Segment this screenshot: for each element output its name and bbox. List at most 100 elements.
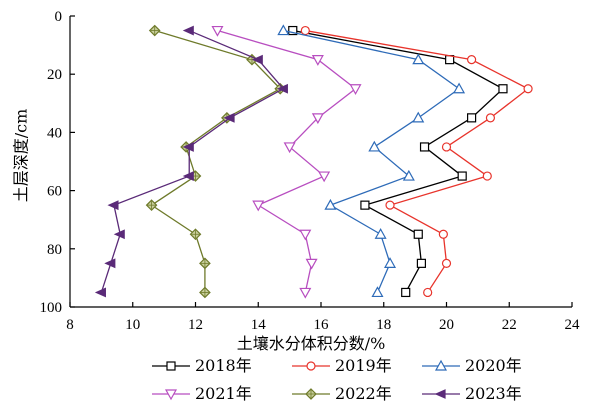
- x-tick-label: 10: [125, 317, 140, 333]
- data-point: [438, 229, 448, 239]
- data-point: [299, 287, 312, 299]
- series-line: [305, 29, 530, 293]
- series-0: [288, 25, 508, 298]
- data-point: [199, 257, 211, 270]
- data-point: [413, 229, 423, 239]
- x-axis-ticks: 8 10 12 14 16 18 20 22 24: [66, 302, 580, 333]
- data-point: [104, 258, 116, 269]
- legend-marker: [306, 361, 316, 371]
- legend: 2018年 2019年 2020年 2021年 2022年 2023年: [152, 356, 522, 403]
- data-point: [416, 258, 426, 268]
- legend-item: 2023年: [422, 384, 522, 403]
- data-point: [189, 228, 202, 241]
- x-tick-label: 12: [188, 317, 203, 333]
- data-point: [300, 25, 310, 36]
- data-point: [299, 229, 312, 241]
- data-point: [113, 229, 125, 240]
- data-point: [182, 171, 194, 181]
- y-tick-label: 20: [47, 67, 62, 83]
- data-point: [182, 25, 194, 36]
- data-point: [402, 169, 415, 181]
- x-tick-label: 18: [376, 317, 391, 333]
- legend-label: 2018年: [195, 356, 252, 375]
- y-tick-label: 100: [40, 300, 63, 316]
- data-point: [107, 200, 119, 211]
- data-point: [199, 286, 211, 299]
- data-point: [211, 25, 224, 37]
- legend-label: 2019年: [335, 356, 392, 375]
- x-axis-title: 土壤水分体积分数/%: [237, 334, 386, 353]
- legend-item: 2020年: [422, 356, 522, 375]
- series-line: [217, 29, 357, 293]
- y-axis-ticks: 0 20 40 60 80 100: [40, 9, 75, 316]
- data-point: [324, 198, 337, 210]
- data-point: [485, 113, 496, 123]
- legend-label: 2021年: [195, 384, 252, 403]
- data-point: [441, 258, 452, 268]
- legend-item: 2019年: [292, 356, 392, 375]
- x-tick-label: 22: [502, 317, 517, 333]
- y-tick-label: 60: [47, 184, 62, 200]
- series-line: [100, 29, 285, 293]
- data-point: [457, 171, 467, 181]
- legend-item: 2021年: [152, 384, 252, 403]
- series-line: [283, 29, 461, 293]
- data-point: [441, 142, 452, 152]
- plot-area: 8 10 12 14 16 18 20 22 24 0 20 40 60 80 100: [40, 9, 581, 333]
- data-point: [182, 142, 194, 152]
- data-point: [482, 171, 492, 181]
- data-point: [251, 54, 263, 65]
- data-point: [467, 113, 477, 123]
- data-point: [145, 199, 158, 211]
- data-point: [349, 84, 362, 95]
- series-line: [292, 29, 505, 293]
- y-tick-label: 40: [47, 125, 62, 141]
- data-point: [412, 53, 425, 65]
- legend-marker: [164, 389, 178, 401]
- series-2: [277, 24, 466, 298]
- x-tick-label: 24: [565, 317, 581, 333]
- legend-marker: [434, 359, 448, 371]
- series-1: [300, 25, 533, 298]
- legend-item: 2022年: [292, 384, 392, 403]
- data-point: [277, 24, 290, 36]
- data-point: [223, 112, 235, 123]
- series-3: [211, 25, 362, 299]
- legend-marker: [166, 361, 176, 371]
- data-point: [94, 287, 106, 298]
- data-point: [311, 113, 324, 125]
- data-point: [252, 200, 265, 212]
- y-tick-label: 80: [47, 242, 62, 258]
- legend-marker: [305, 388, 317, 400]
- data-point: [368, 140, 381, 152]
- data-point: [423, 287, 433, 298]
- data-point: [311, 55, 324, 66]
- data-point: [498, 84, 508, 94]
- legend-marker: [434, 389, 446, 399]
- data-point: [467, 55, 477, 65]
- data-point: [384, 257, 397, 268]
- data-point: [412, 111, 425, 123]
- data-point: [374, 228, 387, 239]
- series-5: [94, 25, 288, 298]
- y-axis-title: 土层深度/cm: [12, 109, 31, 203]
- series-line: [150, 29, 282, 293]
- x-tick-label: 8: [66, 317, 74, 333]
- series-layer: [94, 24, 533, 299]
- data-point: [401, 287, 411, 298]
- legend-label: 2020年: [465, 356, 522, 375]
- data-point: [371, 286, 384, 298]
- x-tick-label: 20: [439, 317, 454, 333]
- legend-label: 2023年: [465, 384, 522, 403]
- data-point: [419, 142, 430, 152]
- data-point: [453, 82, 466, 94]
- x-tick-label: 14: [251, 317, 267, 333]
- x-tick-label: 16: [314, 317, 330, 333]
- legend-label: 2022年: [335, 384, 392, 403]
- data-point: [318, 171, 331, 183]
- y-tick-label: 0: [55, 9, 63, 25]
- data-point: [148, 24, 161, 37]
- data-point: [523, 84, 533, 94]
- data-point: [283, 142, 296, 154]
